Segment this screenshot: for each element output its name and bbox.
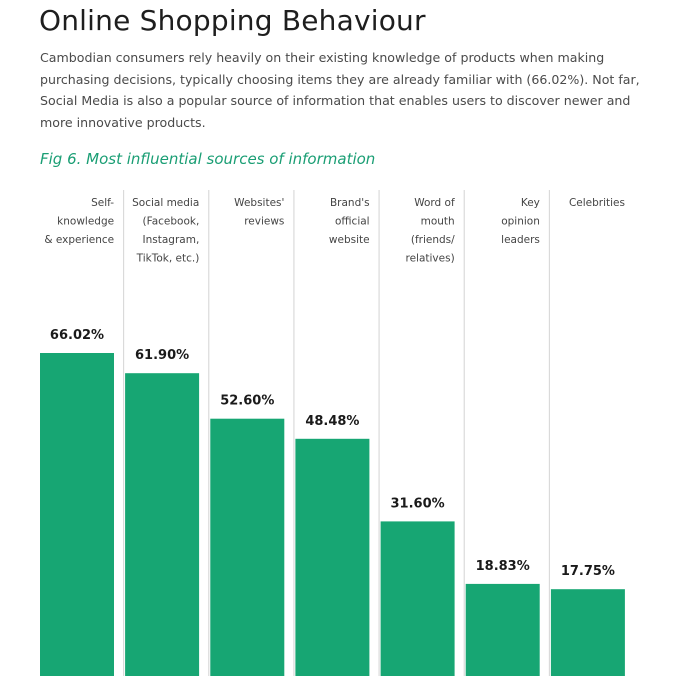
category-label-line: reviews bbox=[244, 216, 284, 228]
category-label: Celebrities bbox=[569, 197, 625, 209]
bar bbox=[125, 373, 200, 676]
data-label: 61.90% bbox=[135, 348, 189, 363]
bars bbox=[40, 353, 625, 676]
category-label-line: leaders bbox=[501, 234, 540, 246]
bar bbox=[380, 521, 455, 676]
bar bbox=[40, 353, 114, 676]
category-label-line: (friends/ bbox=[411, 234, 455, 246]
category-label-line: Instagram, bbox=[143, 234, 200, 246]
category-label-line: website bbox=[329, 234, 370, 246]
data-label: 17.75% bbox=[561, 564, 615, 579]
category-label: Brand's official website bbox=[329, 197, 370, 246]
category-label-line: Key bbox=[521, 197, 540, 209]
category-label-line: Self- bbox=[91, 197, 114, 209]
bar bbox=[295, 438, 370, 676]
category-label-line: mouth bbox=[421, 216, 455, 228]
category-label-line: relatives) bbox=[406, 253, 455, 265]
data-label: 66.02% bbox=[50, 328, 104, 343]
category-label-line: Brand's bbox=[330, 197, 370, 209]
intro-paragraph: Cambodian consumers rely heavily on thei… bbox=[40, 50, 640, 130]
bar bbox=[210, 418, 285, 676]
category-label: Self-knowledge & experience bbox=[44, 197, 114, 246]
category-labels: Self-knowledge & experience Social media (F… bbox=[44, 197, 625, 265]
column-separators bbox=[123, 190, 550, 676]
bar bbox=[550, 589, 625, 676]
category-label-line: official bbox=[335, 216, 370, 228]
category-label: Key opinion leaders bbox=[501, 197, 540, 246]
category-label-line: Word of bbox=[414, 197, 455, 209]
category-label-line: Websites' bbox=[234, 197, 284, 209]
data-label: 18.83% bbox=[476, 559, 530, 574]
data-label: 48.48% bbox=[305, 414, 359, 429]
category-label-line: & experience bbox=[44, 234, 114, 246]
category-label: Word of mouth (friends/relatives) bbox=[406, 197, 456, 265]
category-label-line: TikTok, etc.) bbox=[136, 253, 200, 265]
data-label: 31.60% bbox=[391, 496, 445, 511]
category-label-line: (Facebook, bbox=[143, 216, 200, 228]
category-label-line: knowledge bbox=[57, 216, 114, 228]
bar bbox=[465, 583, 540, 676]
category-label: Websites' reviews bbox=[234, 197, 284, 228]
category-label-line: opinion bbox=[501, 216, 540, 228]
category-label-line: Social media bbox=[132, 197, 199, 209]
category-label-line: Celebrities bbox=[569, 197, 625, 209]
figure-caption: Fig 6. Most influential sources of infor… bbox=[40, 150, 376, 168]
data-label: 52.60% bbox=[220, 394, 274, 409]
value-labels: 66.02% 61.90% 52.60% 48.48% 31.60% 18.83% 17.7… bbox=[50, 328, 615, 579]
page-title: Online Shopping Behaviour bbox=[39, 4, 426, 37]
category-label: Social media (Facebook, Instagram, TikTok, … bbox=[132, 197, 199, 265]
